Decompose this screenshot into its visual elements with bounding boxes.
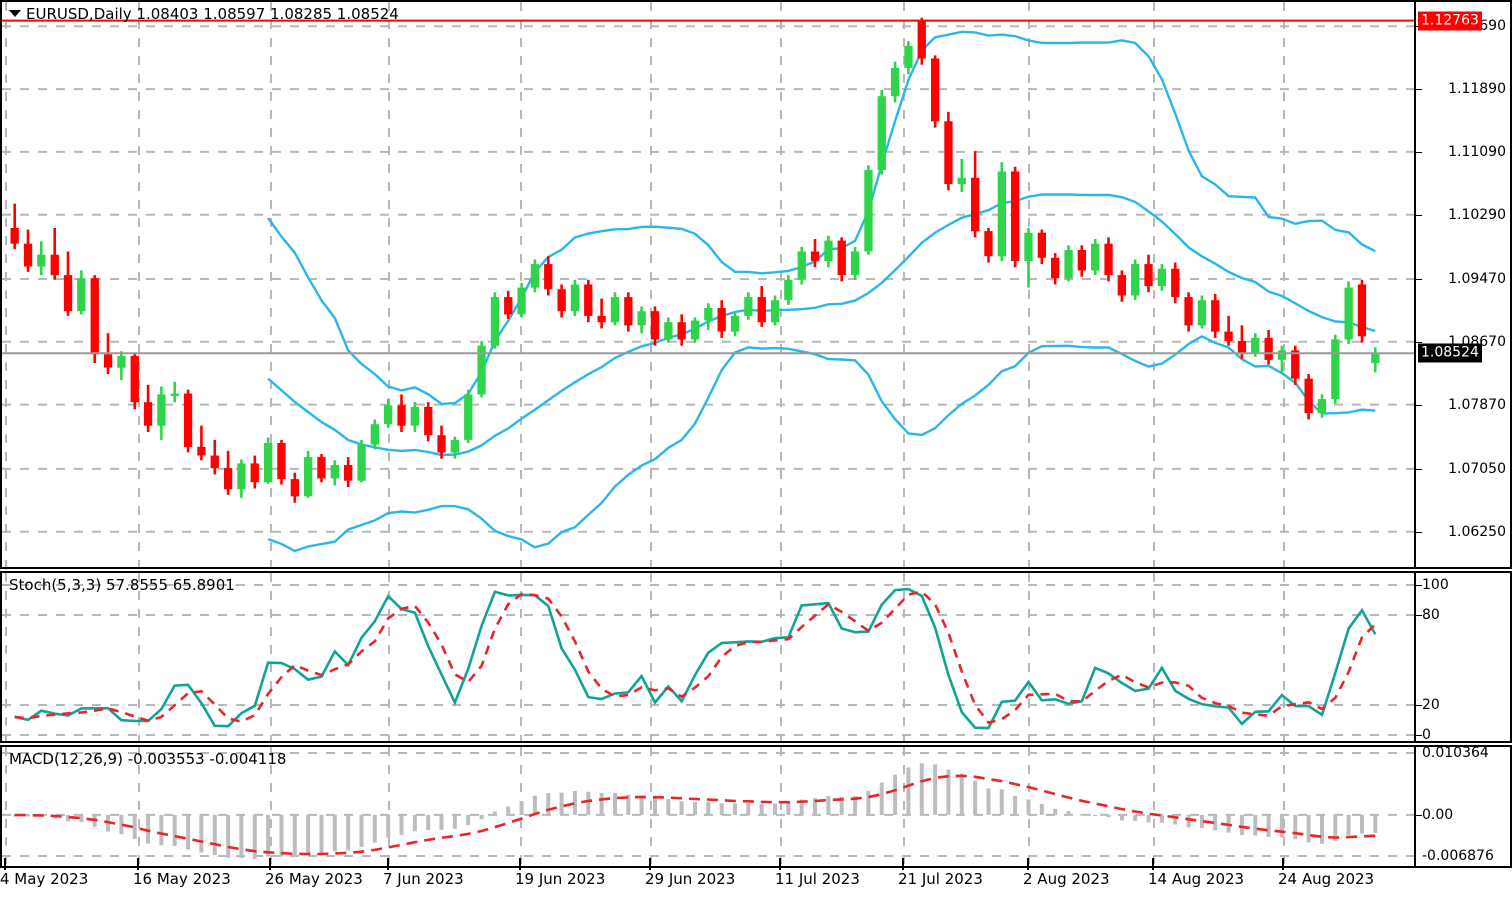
stochastic-axis[interactable]: 100 80 20 0	[1414, 573, 1510, 743]
stochastic-axis-label: 20	[1422, 697, 1440, 713]
high-price-tag: 1.12763	[1418, 11, 1482, 31]
stochastic-plot-area[interactable]	[2, 573, 1416, 741]
stochastic-axis-label: 80	[1422, 607, 1440, 623]
price-axis-tick	[1416, 341, 1422, 343]
time-axis-label[interactable]: 19 Jun 2023	[515, 870, 606, 888]
price-axis-tick	[1416, 214, 1422, 216]
price-axis-tick	[1416, 89, 1422, 91]
stochastic-label: Stoch(5,3,3) 57.8555 65.8901	[9, 576, 235, 594]
macd-axis-label: 0.00	[1422, 806, 1454, 823]
time-axis-label[interactable]: 2 Aug 2023	[1023, 870, 1110, 888]
symbol-header[interactable]: EURUSD,Daily 1.08403 1.08597 1.08285 1.0…	[9, 5, 399, 23]
price-axis-label: 1.09470	[1448, 271, 1506, 287]
macd-plot-area[interactable]	[2, 747, 1416, 866]
triangle-down-icon[interactable]	[9, 10, 21, 17]
time-axis-tick	[1282, 858, 1284, 870]
price-axis-tick	[1416, 404, 1422, 406]
macd-axis-label: 0.010364	[1422, 745, 1489, 761]
stochastic-panel[interactable]: 100 80 20 0 Stoch(5,3,3) 57.8555 65.8901	[0, 571, 1512, 743]
time-axis-label[interactable]: 26 May 2023	[265, 870, 363, 888]
time-axis-label[interactable]: 21 Jul 2023	[898, 870, 983, 888]
stochastic-axis-tick	[1416, 705, 1422, 706]
macd-label: MACD(12,26,9) -0.003553 -0.004118	[9, 750, 287, 768]
time-axis-tick	[519, 858, 521, 870]
last-price-tag: 1.08524	[1418, 343, 1482, 363]
price-axis-label: 1.11090	[1448, 143, 1506, 160]
stochastic-axis-label: 100	[1422, 577, 1449, 593]
stochastic-axis-tick	[1416, 735, 1422, 736]
symbol-header-text: EURUSD,Daily 1.08403 1.08597 1.08285 1.0…	[26, 5, 399, 23]
macd-axis[interactable]: 0.010364 0.00 -0.006876	[1414, 745, 1510, 866]
price-axis-tick	[1416, 468, 1422, 470]
time-axis-tick	[4, 858, 6, 870]
price-axis-label: 1.10290	[1448, 206, 1506, 223]
price-axis-label: 1.11890	[1448, 81, 1506, 98]
price-axis-label: 1.06250	[1448, 523, 1506, 540]
price-panel[interactable]: 1.126901.118901.110901.102901.094701.086…	[0, 0, 1512, 569]
time-axis-tick	[1027, 858, 1029, 870]
price-axis-tick	[1416, 279, 1422, 280]
price-axis[interactable]: 1.126901.118901.110901.102901.094701.086…	[1414, 2, 1510, 567]
time-axis-label[interactable]: 11 Jul 2023	[775, 870, 860, 888]
time-axis-tick	[137, 858, 139, 870]
price-axis-label: 1.07870	[1448, 396, 1506, 413]
stochastic-axis-tick	[1416, 585, 1422, 586]
time-axis-tick	[1152, 858, 1154, 870]
stochastic-axis-tick	[1416, 615, 1422, 616]
price-axis-tick	[1416, 151, 1422, 153]
price-axis-label: 1.07050	[1448, 460, 1506, 477]
time-axis-tick	[902, 858, 904, 870]
time-axis-label[interactable]: 4 May 2023	[0, 870, 89, 888]
time-axis-labels[interactable]: 4 May 2023 16 May 2023 26 May 2023 7 Jun 20…	[0, 870, 1512, 902]
price-axis-tick	[1416, 531, 1422, 533]
time-axis-label[interactable]: 14 Aug 2023	[1148, 870, 1245, 888]
time-axis-label[interactable]: 16 May 2023	[133, 870, 231, 888]
time-axis-ticks	[0, 858, 1512, 870]
time-axis-label[interactable]: 29 Jun 2023	[645, 870, 736, 888]
time-axis-label[interactable]: 24 Aug 2023	[1278, 870, 1375, 888]
time-axis-tick	[269, 858, 271, 870]
stochastic-axis-label: 0	[1422, 727, 1431, 743]
macd-panel[interactable]: 0.010364 0.00 -0.006876 MACD(12,26,9) -0.0…	[0, 745, 1512, 868]
time-axis-tick	[779, 858, 781, 870]
price-plot-area[interactable]	[2, 2, 1416, 567]
macd-axis-tick	[1416, 814, 1422, 816]
time-axis-tick	[649, 858, 651, 870]
time-axis-tick	[387, 858, 389, 870]
macd-axis-label: -0.006876	[1422, 848, 1494, 864]
time-axis-label[interactable]: 7 Jun 2023	[383, 870, 464, 888]
